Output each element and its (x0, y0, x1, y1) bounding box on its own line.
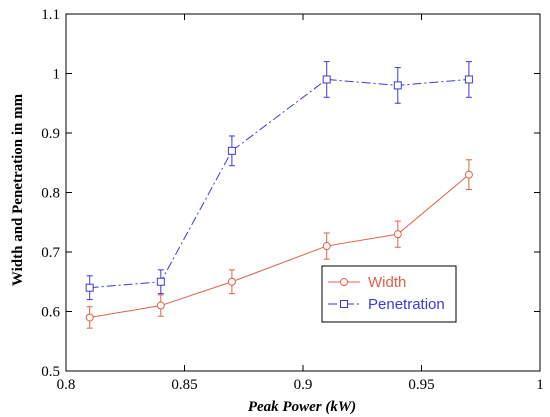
data-point (393, 230, 402, 239)
data-point (156, 277, 165, 286)
x-tick-label: 0.95 (408, 377, 434, 393)
legend-entry: Penetration (328, 296, 445, 313)
series-penetration (85, 61, 473, 301)
legend-box (321, 265, 457, 323)
x-tick-label: 0.8 (57, 377, 76, 393)
x-axis-title: Peak Power (kW) (248, 399, 356, 415)
y-tick-label: 0.6 (41, 305, 60, 321)
y-tick-label: 0.5 (41, 364, 60, 380)
data-point (464, 75, 473, 84)
data-point (393, 81, 402, 90)
series-width (85, 159, 473, 329)
legend-label: Penetration (368, 296, 445, 313)
tick-labels: 0.8 0.85 0.9 0.95 1 0.5 0.6 0.7 0.8 0.9 1 1.1 (41, 7, 544, 393)
data-point (85, 283, 94, 292)
x-tick-label: 0.85 (171, 377, 197, 393)
data-point (322, 242, 331, 251)
series-line (89, 78, 469, 289)
data-point (227, 146, 236, 155)
y-axis-title: Width and Penetration in mm (10, 93, 26, 286)
data-point (322, 75, 331, 84)
series-layer (85, 61, 473, 329)
data-point (227, 277, 236, 286)
data-point (156, 301, 165, 310)
legend-entry: Width (328, 274, 406, 291)
series-line (89, 174, 470, 318)
legend: Width Penetration (321, 265, 457, 323)
y-tick-label: 0.8 (41, 186, 60, 202)
legend-marker (340, 300, 348, 308)
y-tick-label: 1 (53, 67, 61, 83)
data-point (85, 313, 94, 322)
legend-label: Width (368, 274, 406, 291)
data-point (464, 170, 473, 179)
y-tick-label: 0.7 (41, 245, 60, 261)
axis-ticks (65, 13, 541, 372)
y-tick-label: 0.9 (41, 126, 60, 142)
y-tick-label: 1.1 (41, 7, 60, 23)
x-tick-label: 1 (536, 377, 544, 393)
x-tick-label: 0.9 (294, 377, 313, 393)
legend-marker (340, 278, 348, 286)
